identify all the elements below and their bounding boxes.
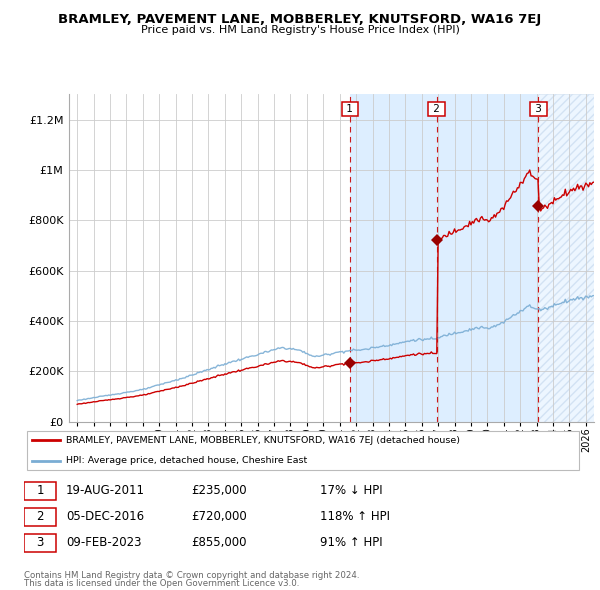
Text: 2: 2 bbox=[430, 104, 443, 114]
Text: 09-FEB-2023: 09-FEB-2023 bbox=[66, 536, 142, 549]
FancyBboxPatch shape bbox=[27, 431, 579, 470]
Text: £235,000: £235,000 bbox=[191, 484, 247, 497]
Bar bbox=[350, 94, 437, 422]
Text: 05-DEC-2016: 05-DEC-2016 bbox=[66, 510, 144, 523]
Text: 19-AUG-2011: 19-AUG-2011 bbox=[66, 484, 145, 497]
FancyBboxPatch shape bbox=[24, 534, 56, 552]
Text: Price paid vs. HM Land Registry's House Price Index (HPI): Price paid vs. HM Land Registry's House … bbox=[140, 25, 460, 35]
Text: BRAMLEY, PAVEMENT LANE, MOBBERLEY, KNUTSFORD, WA16 7EJ (detached house): BRAMLEY, PAVEMENT LANE, MOBBERLEY, KNUTS… bbox=[66, 435, 460, 445]
Text: 1: 1 bbox=[343, 104, 356, 114]
Text: HPI: Average price, detached house, Cheshire East: HPI: Average price, detached house, Ches… bbox=[66, 456, 307, 466]
Text: 17% ↓ HPI: 17% ↓ HPI bbox=[320, 484, 382, 497]
Text: 1: 1 bbox=[37, 484, 44, 497]
Text: BRAMLEY, PAVEMENT LANE, MOBBERLEY, KNUTSFORD, WA16 7EJ: BRAMLEY, PAVEMENT LANE, MOBBERLEY, KNUTS… bbox=[58, 13, 542, 26]
Text: 2: 2 bbox=[37, 510, 44, 523]
Text: £855,000: £855,000 bbox=[191, 536, 247, 549]
Text: 91% ↑ HPI: 91% ↑ HPI bbox=[320, 536, 382, 549]
Text: 118% ↑ HPI: 118% ↑ HPI bbox=[320, 510, 390, 523]
FancyBboxPatch shape bbox=[24, 482, 56, 500]
FancyBboxPatch shape bbox=[24, 508, 56, 526]
Text: 3: 3 bbox=[532, 104, 545, 114]
Text: 3: 3 bbox=[37, 536, 44, 549]
Bar bbox=[437, 94, 538, 422]
Text: This data is licensed under the Open Government Licence v3.0.: This data is licensed under the Open Gov… bbox=[24, 579, 299, 588]
Bar bbox=[538, 94, 600, 422]
Text: £720,000: £720,000 bbox=[191, 510, 247, 523]
Text: Contains HM Land Registry data © Crown copyright and database right 2024.: Contains HM Land Registry data © Crown c… bbox=[24, 571, 359, 579]
